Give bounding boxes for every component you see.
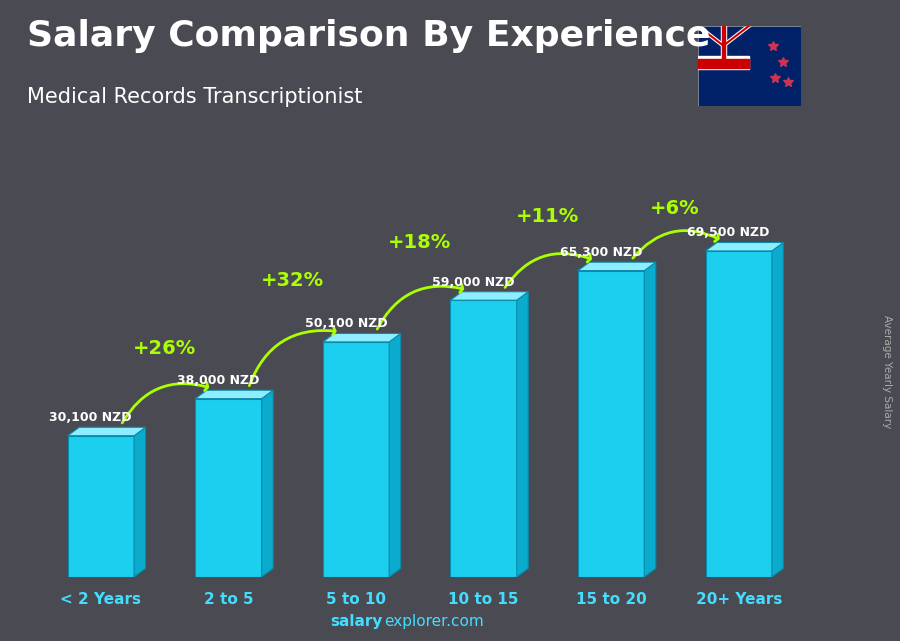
Bar [698, 60, 749, 65]
Polygon shape [706, 251, 772, 577]
Text: 30,100 NZD: 30,100 NZD [50, 411, 132, 424]
Text: 10 to 15: 10 to 15 [448, 592, 518, 607]
Polygon shape [644, 262, 656, 577]
Text: explorer.com: explorer.com [384, 615, 484, 629]
Polygon shape [195, 399, 262, 577]
Text: +26%: +26% [133, 339, 196, 358]
Text: 59,000 NZD: 59,000 NZD [432, 276, 515, 288]
Polygon shape [706, 242, 783, 251]
Text: 38,000 NZD: 38,000 NZD [177, 374, 259, 387]
Text: 20+ Years: 20+ Years [696, 592, 782, 607]
Polygon shape [323, 342, 389, 577]
Text: 65,300 NZD: 65,300 NZD [560, 246, 642, 259]
Text: 5 to 10: 5 to 10 [326, 592, 386, 607]
Text: Salary Comparison By Experience: Salary Comparison By Experience [27, 19, 710, 53]
Polygon shape [578, 262, 656, 271]
Polygon shape [772, 242, 783, 577]
Bar [723, 26, 724, 65]
Bar [698, 60, 749, 68]
Polygon shape [517, 292, 528, 577]
Polygon shape [195, 390, 273, 399]
Text: +11%: +11% [516, 207, 579, 226]
Text: 15 to 20: 15 to 20 [576, 592, 646, 607]
Polygon shape [323, 333, 400, 342]
Text: 2 to 5: 2 to 5 [203, 592, 253, 607]
Text: salary: salary [330, 615, 382, 629]
Polygon shape [68, 428, 146, 436]
Polygon shape [262, 390, 273, 577]
Polygon shape [450, 300, 517, 577]
Bar [698, 60, 749, 65]
Text: 69,500 NZD: 69,500 NZD [688, 226, 770, 239]
Polygon shape [450, 292, 528, 300]
Text: +32%: +32% [261, 271, 324, 290]
Text: < 2 Years: < 2 Years [60, 592, 141, 607]
Text: +6%: +6% [650, 199, 699, 218]
Polygon shape [578, 271, 644, 577]
Polygon shape [68, 436, 134, 577]
Bar [721, 26, 726, 65]
Polygon shape [698, 26, 801, 106]
Text: Medical Records Transcriptionist: Medical Records Transcriptionist [27, 87, 363, 106]
Polygon shape [389, 333, 400, 577]
Text: Average Yearly Salary: Average Yearly Salary [881, 315, 892, 428]
Text: 50,100 NZD: 50,100 NZD [304, 317, 387, 330]
Polygon shape [134, 428, 146, 577]
Bar [698, 56, 749, 69]
Text: +18%: +18% [388, 233, 452, 252]
